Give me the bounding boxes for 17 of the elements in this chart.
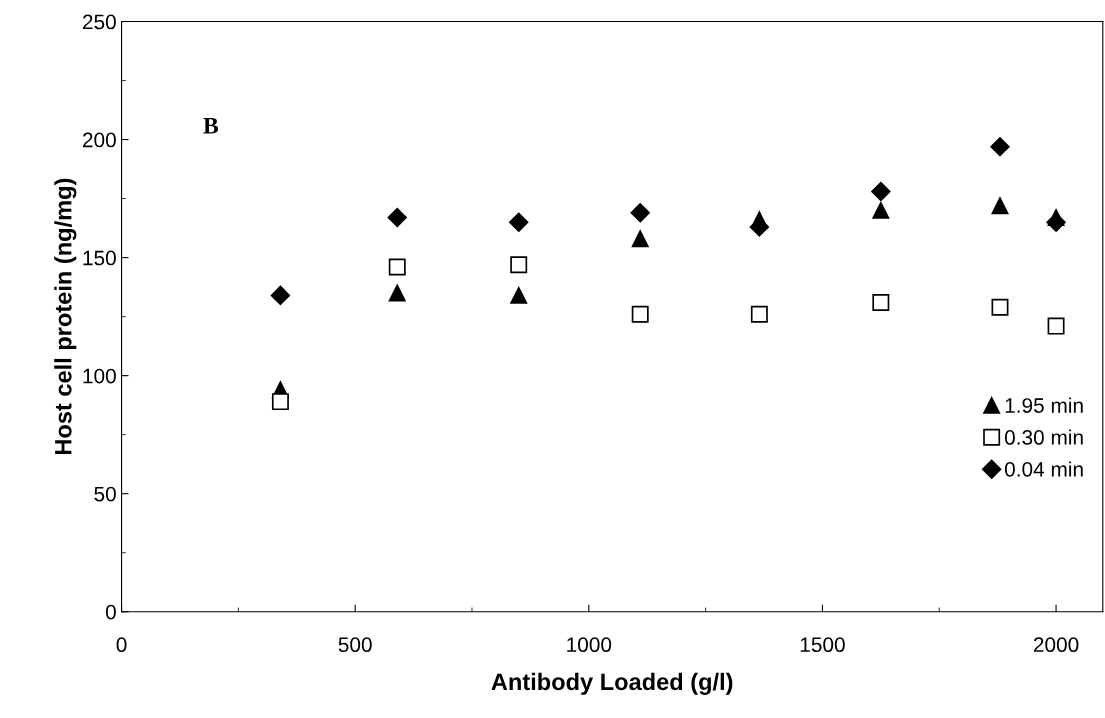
legend-label: 0.30 min <box>1004 429 1083 445</box>
x-axis-title: Antibody Loaded (g/l) <box>491 672 733 695</box>
annotation: B <box>203 117 219 134</box>
x-tick-label: 1500 <box>800 637 845 653</box>
x-tick-label: 2000 <box>1033 637 1079 653</box>
y-tick-label: 150 <box>83 250 116 266</box>
x-tick-label: 1000 <box>567 637 612 653</box>
y-axis-title: Host cell protein (ng/mg) <box>54 178 77 455</box>
y-tick-label: 0 <box>105 604 116 620</box>
y-tick-label: 50 <box>94 486 116 502</box>
y-tick-label: 250 <box>82 14 116 30</box>
legend-label: 1.95 min <box>1005 397 1083 413</box>
y-tick-label: 200 <box>82 132 116 148</box>
x-tick-label: 500 <box>338 637 372 653</box>
x-tick-label: 0 <box>116 637 127 653</box>
y-tick-label: 100 <box>83 368 116 384</box>
legend-label: 0.04 min <box>1004 461 1083 477</box>
